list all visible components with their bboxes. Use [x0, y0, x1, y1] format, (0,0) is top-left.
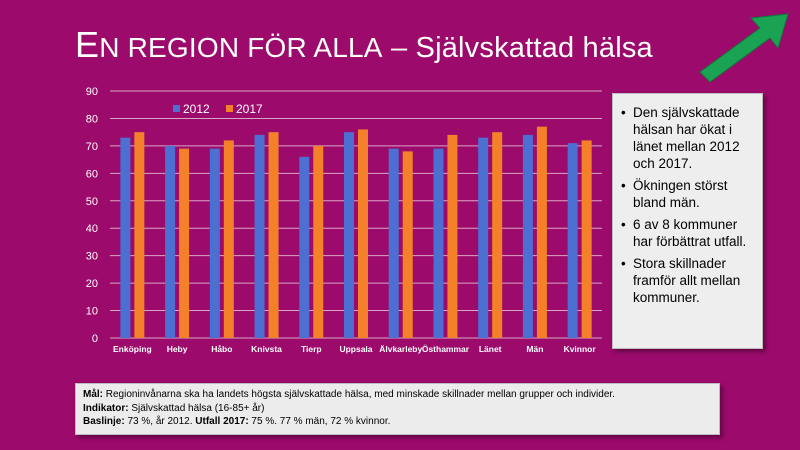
arrow-up-right-icon: [696, 8, 796, 86]
indicator-label: Indikator:: [83, 402, 129, 414]
bar-2012: [254, 134, 265, 338]
x-tick-label: Tierp: [301, 344, 322, 354]
legend-swatch: [226, 105, 233, 112]
title-initial: E: [75, 24, 100, 65]
summary-bullet: Ökningen störst bland män.: [621, 177, 756, 211]
outcome-text: 75 %. 77 % män, 72 % kvinnor.: [248, 416, 391, 427]
bar-2012: [165, 145, 176, 338]
x-tick-label: Älvkarleby: [379, 344, 422, 354]
bar-chart: 0 10 20 30 40 50 60 70 80 90 Enköping Heby Håbo Knivs…: [80, 82, 610, 362]
y-tick-label: 90: [86, 86, 98, 98]
bar-2012: [209, 148, 220, 338]
goal-text: Regioninvånarna ska ha landets högsta sj…: [103, 389, 615, 400]
outcome-label: Utfall 2017:: [195, 416, 249, 427]
baseline-label: Baslinje:: [83, 416, 125, 427]
x-tick-label: Uppsala: [339, 344, 372, 354]
x-tick-label: Kvinnor: [564, 344, 597, 354]
summary-bullet: Den självskattade hälsan har ökat i läne…: [621, 104, 756, 172]
y-tick-label: 20: [86, 278, 98, 290]
baseline-text: 73 %, år 2012.: [124, 416, 196, 427]
bar-2012: [299, 156, 310, 338]
y-tick-label: 40: [86, 223, 98, 235]
title-main: N REGION FÖR ALLA: [99, 32, 383, 63]
bar-2017: [536, 126, 547, 338]
footer-baseline: Baslinje: 73 %, år 2012. Utfall 2017: 75…: [83, 415, 712, 429]
bar-2017: [492, 132, 503, 338]
bar-2017: [358, 129, 368, 338]
legend-label: 2012: [183, 102, 210, 116]
y-tick-label: 60: [86, 168, 98, 180]
y-tick-label: 10: [86, 306, 98, 318]
indicator-text: Självskattad hälsa (16-85+ år): [128, 402, 265, 414]
bar-2017: [179, 148, 190, 338]
x-tick-label: Håbo: [211, 344, 232, 354]
y-tick-label: 30: [86, 251, 98, 263]
bar-2012: [567, 143, 578, 338]
title-suffix: – Självskattad hälsa: [382, 32, 653, 64]
slide-title: EN REGION FÖR ALLA – Självskattad hälsa: [75, 24, 653, 66]
legend-swatch: [173, 105, 180, 112]
bar-2017: [134, 132, 145, 338]
bar-2012: [433, 148, 444, 338]
goal-label: Mål:: [83, 389, 103, 400]
y-tick-label: 50: [86, 196, 98, 208]
bar-2017: [223, 140, 234, 338]
bar-2017: [313, 145, 324, 338]
x-tick-label: Knivsta: [251, 344, 282, 354]
bar-2012: [388, 148, 399, 338]
x-tick-label: Östhammar: [422, 344, 470, 354]
bar-2012: [522, 134, 533, 338]
bar-2012: [478, 137, 489, 338]
legend-label: 2017: [236, 102, 263, 116]
y-tick-label: 70: [86, 141, 98, 153]
x-tick-label: Män: [526, 344, 543, 354]
bar-2012: [344, 132, 354, 338]
footer-indicator: Indikator: Självskattad hälsa (16-85+ år…: [83, 402, 712, 416]
x-tick-label: Enköping: [113, 344, 152, 354]
summary-bullet: Stora skillnader framför allt mellan kom…: [621, 255, 756, 306]
bar-2017: [581, 140, 592, 338]
x-tick-label: Länet: [479, 344, 502, 354]
y-tick-label: 80: [86, 113, 98, 125]
summary-bullet: 6 av 8 kommuner har förbättrat utfall.: [621, 216, 756, 250]
bar-2017: [268, 132, 279, 338]
x-tick-label: Heby: [167, 344, 188, 354]
bar-2017: [447, 134, 458, 338]
bar-2017: [402, 151, 413, 338]
summary-panel: Den självskattade hälsan har ökat i läne…: [612, 93, 763, 349]
summary-list: Den självskattade hälsan har ökat i läne…: [619, 104, 756, 306]
bar-2012: [120, 137, 131, 338]
footer-box: Mål: Regioninvånarna ska ha landets högs…: [75, 383, 720, 435]
footer-goal: Mål: Regioninvånarna ska ha landets högs…: [83, 388, 712, 402]
y-tick-label: 0: [92, 333, 98, 345]
